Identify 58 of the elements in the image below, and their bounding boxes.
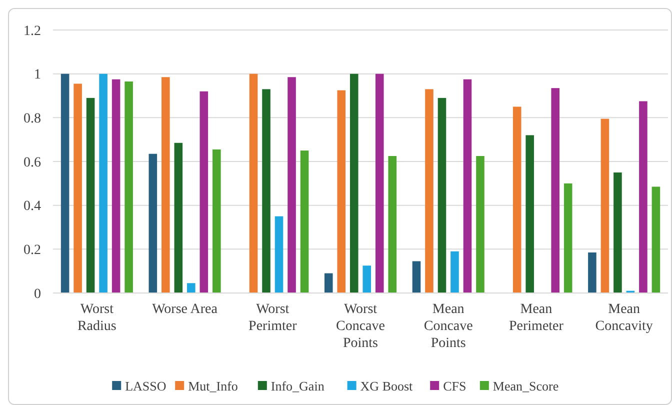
bar xyxy=(262,89,270,293)
y-tick-label: 1 xyxy=(34,68,41,83)
bar xyxy=(425,89,434,293)
bar xyxy=(450,251,459,293)
y-tick-label: 0.6 xyxy=(24,155,41,170)
x-tick-label: Mean Concavity xyxy=(595,302,653,334)
bar xyxy=(124,82,133,293)
x-tick-label: Worst Radius xyxy=(77,302,116,334)
bar xyxy=(551,88,560,293)
bar xyxy=(463,79,472,293)
bar xyxy=(564,183,572,293)
bar xyxy=(350,74,358,293)
legend-label: LASSO xyxy=(125,378,166,394)
x-tick-label: Mean Perimeter xyxy=(509,302,564,334)
bar xyxy=(362,266,372,293)
x-tick-label: Worse Area xyxy=(152,302,218,317)
bar xyxy=(162,77,170,293)
bar xyxy=(512,106,522,293)
bar xyxy=(412,261,421,293)
y-tick-label: 0.4 xyxy=(24,199,41,214)
bar xyxy=(375,74,384,293)
bar xyxy=(652,186,660,293)
x-tick-label: Mean Concave Points xyxy=(424,302,473,351)
x-tick-label: Worst Concave Points xyxy=(336,302,385,351)
bar xyxy=(438,98,446,293)
legend-label: XG Boost xyxy=(360,378,414,394)
y-tick-label: 0 xyxy=(34,286,41,302)
bar xyxy=(148,154,158,293)
y-tick-label: 0.8 xyxy=(24,112,41,127)
bar xyxy=(639,101,648,293)
bar xyxy=(200,91,208,293)
legend-label: Mut_Info xyxy=(188,378,238,394)
bar xyxy=(288,77,296,293)
bar xyxy=(324,273,333,293)
bar xyxy=(300,150,309,293)
bar xyxy=(249,74,258,293)
bar xyxy=(614,172,622,293)
bar xyxy=(112,79,120,293)
bar xyxy=(187,283,196,293)
bar xyxy=(337,90,346,293)
x-tick-label: Worst Perimter xyxy=(248,302,298,334)
bar xyxy=(86,98,95,293)
legend-label: Mean_Score xyxy=(492,378,559,394)
legend-label: Info_Gain xyxy=(270,378,325,394)
bar xyxy=(588,252,596,293)
bar xyxy=(212,149,221,293)
bar xyxy=(274,216,284,293)
bar xyxy=(99,74,108,293)
bar xyxy=(388,156,397,293)
bar xyxy=(60,74,70,293)
bar xyxy=(600,118,610,293)
legend-label: CFS xyxy=(443,378,466,394)
y-tick-label: 1.2 xyxy=(24,24,41,39)
bar xyxy=(526,135,534,293)
bar xyxy=(74,84,82,293)
bar xyxy=(174,142,183,293)
y-tick-label: 0.2 xyxy=(24,243,41,258)
bar xyxy=(476,156,484,293)
